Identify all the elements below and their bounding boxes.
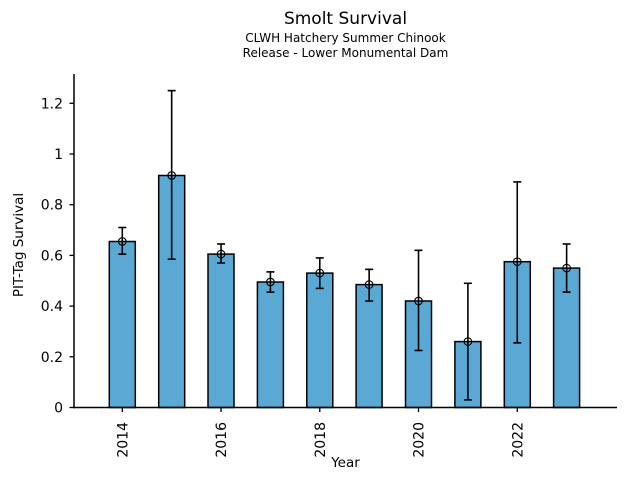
point-marker-2016 — [216, 249, 226, 259]
bar-2016 — [207, 253, 235, 409]
x-tick-label-2016: 2016 — [214, 422, 230, 458]
point-marker-2019 — [364, 280, 374, 289]
x-axis-label: Year — [331, 455, 360, 471]
y-tick-label-1.2: 1.2 — [41, 96, 63, 112]
point-marker-2015 — [167, 171, 177, 180]
chart-title: Smolt Survival — [283, 9, 408, 29]
point-marker-2022 — [512, 257, 522, 267]
x-tick-label-2014: 2014 — [115, 422, 131, 458]
x-tick-label-2022: 2022 — [510, 422, 526, 458]
point-marker-2014 — [117, 237, 127, 246]
y-tick-label-0: 0 — [54, 401, 63, 417]
point-marker-2020 — [414, 296, 423, 306]
y-tick-label-0.4: 0.4 — [41, 299, 63, 315]
point-marker-2021 — [463, 337, 473, 346]
chart-subtitle: CLWH Hatchery Summer Chinook Release - L… — [74, 31, 617, 61]
bar-2018 — [306, 272, 334, 409]
x-tick-label-2018: 2018 — [313, 422, 329, 458]
point-marker-2018 — [315, 268, 325, 278]
y-tick-label-0.2: 0.2 — [41, 350, 63, 366]
y-tick-label-1: 1 — [54, 147, 63, 163]
bar-2019 — [355, 283, 383, 409]
point-marker-2017 — [266, 277, 275, 287]
bar-2014 — [108, 240, 137, 409]
bar-2017 — [256, 281, 285, 409]
x-tick-label-2020: 2020 — [412, 422, 428, 458]
point-marker-2023 — [562, 263, 571, 273]
y-tick-label-0.6: 0.6 — [41, 248, 63, 264]
y-tick-label-0.8: 0.8 — [41, 198, 63, 214]
chart-subtitle-line-2: Release - Lower Monumental Dam — [242, 46, 449, 60]
chart-subtitle-line-1: CLWH Hatchery Summer Chinook — [245, 31, 446, 45]
